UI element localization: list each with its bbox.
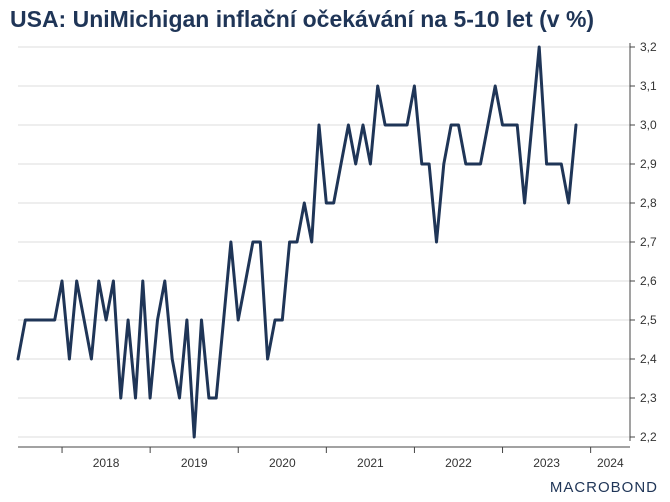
- y-tick-label: 3,0: [640, 118, 657, 132]
- x-tick-label: 2023: [533, 456, 560, 470]
- x-tick-label: 2024: [597, 456, 624, 470]
- x-tick-label: 2020: [269, 456, 296, 470]
- x-tick-label: 2019: [181, 456, 208, 470]
- y-tick-label: 2,6: [640, 274, 657, 288]
- y-tick-label: 2,3: [640, 391, 657, 405]
- y-tick-label: 2,8: [640, 196, 657, 210]
- y-tick-label: 2,9: [640, 157, 657, 171]
- y-tick-label: 3,2: [640, 40, 657, 54]
- series-line: [16, 45, 578, 439]
- x-tick-label: 2018: [93, 456, 120, 470]
- y-tick-label: 2,2: [640, 430, 657, 444]
- y-tick-label: 3,1: [640, 79, 657, 93]
- x-tick-label: 2021: [357, 456, 384, 470]
- y-tick-label: 2,5: [640, 313, 657, 327]
- y-tick-label: 2,4: [640, 352, 657, 366]
- y-tick-label: 2,7: [640, 235, 657, 249]
- macrobond-logo: MACROBOND: [549, 479, 658, 496]
- chart-title: USA: UniMichigan inflační očekávání na 5…: [10, 6, 595, 32]
- x-tick-label: 2022: [445, 456, 472, 470]
